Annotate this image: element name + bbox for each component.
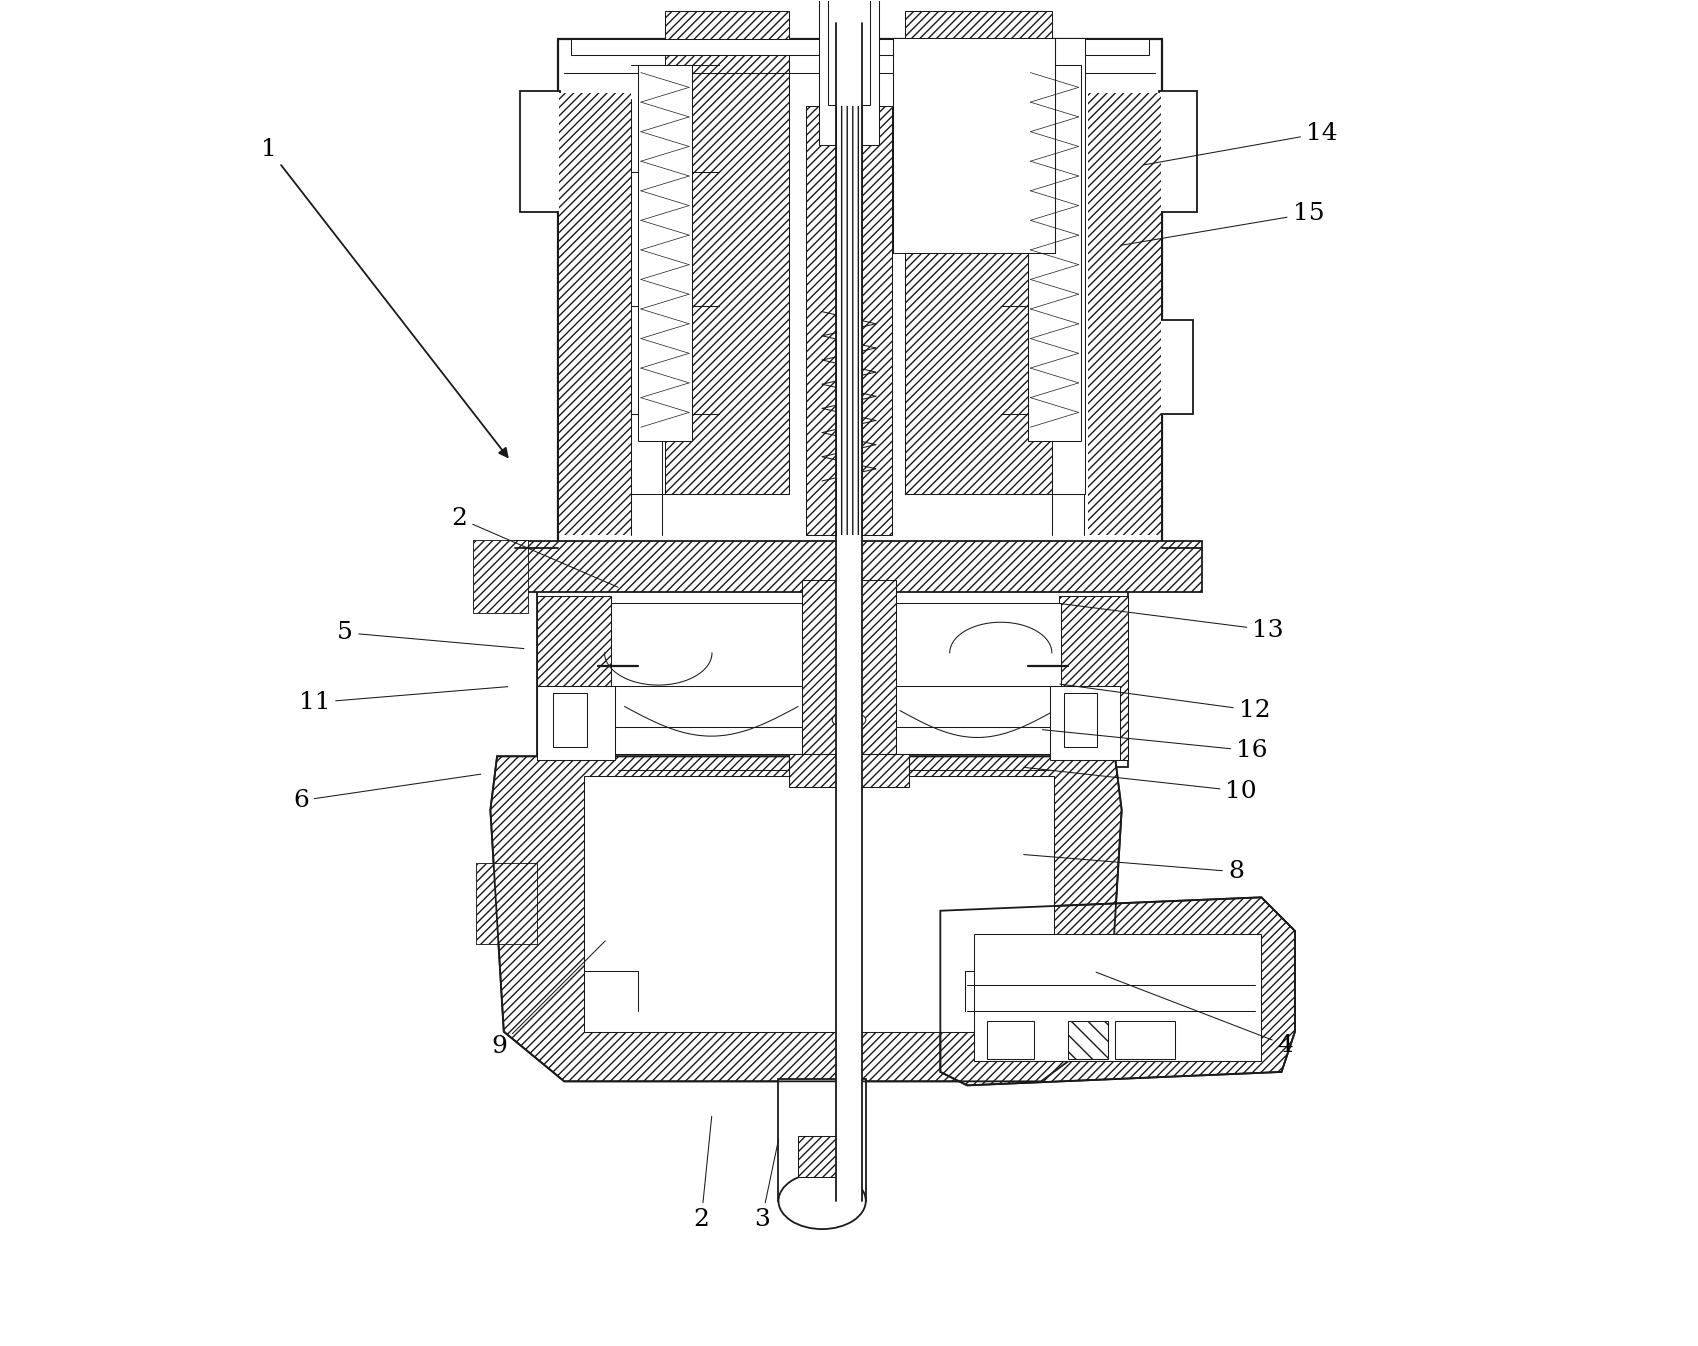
Bar: [798, 1136, 846, 1176]
Bar: [537, 590, 1129, 767]
Polygon shape: [491, 756, 1122, 1081]
Text: 11: 11: [299, 686, 508, 713]
Text: 4: 4: [1097, 972, 1294, 1057]
Bar: [537, 596, 611, 760]
Bar: [1051, 686, 1121, 760]
Polygon shape: [941, 898, 1296, 1085]
Text: 14: 14: [1144, 121, 1338, 164]
Bar: [975, 934, 1262, 1061]
Bar: [477, 864, 537, 945]
Bar: [1160, 320, 1194, 413]
Text: 10: 10: [1024, 767, 1257, 802]
Bar: [666, 11, 788, 494]
Text: 5: 5: [338, 622, 525, 649]
Bar: [571, 39, 1148, 55]
Text: 16: 16: [1043, 730, 1268, 762]
Bar: [807, 106, 891, 534]
Bar: [520, 92, 560, 213]
Bar: [893, 38, 1054, 253]
Bar: [801, 580, 897, 778]
Bar: [554, 693, 588, 747]
Ellipse shape: [832, 712, 866, 728]
Text: 6: 6: [294, 774, 481, 812]
Bar: [1027, 65, 1082, 440]
Bar: [1160, 92, 1197, 213]
Text: 8: 8: [1024, 855, 1245, 883]
Bar: [584, 777, 1054, 1031]
Text: 3: 3: [754, 1139, 779, 1232]
Bar: [987, 1020, 1034, 1058]
Text: 12: 12: [1060, 684, 1270, 721]
Bar: [537, 686, 615, 760]
Text: 2: 2: [693, 1116, 711, 1232]
Bar: [778, 1078, 866, 1201]
Text: 15: 15: [1121, 202, 1324, 245]
Bar: [638, 65, 691, 440]
Bar: [827, 0, 871, 105]
Bar: [835, 106, 863, 534]
Bar: [1058, 596, 1129, 760]
Bar: [474, 541, 528, 612]
Bar: [788, 754, 910, 787]
Text: 9: 9: [492, 941, 604, 1058]
Bar: [474, 541, 528, 612]
Bar: [820, 0, 878, 145]
Bar: [611, 603, 1061, 754]
Bar: [1068, 1020, 1109, 1058]
Bar: [835, 23, 863, 1203]
Bar: [1088, 93, 1161, 534]
Text: 2: 2: [452, 507, 618, 587]
Bar: [559, 93, 632, 534]
Bar: [477, 864, 537, 945]
Bar: [1065, 693, 1097, 747]
Bar: [905, 11, 1051, 494]
Bar: [1051, 38, 1085, 494]
Text: 1: 1: [261, 137, 508, 458]
Bar: [1116, 1020, 1175, 1058]
Bar: [514, 541, 1202, 592]
Text: 13: 13: [1060, 603, 1284, 642]
Bar: [839, 30, 859, 40]
Ellipse shape: [778, 1172, 866, 1229]
Bar: [557, 39, 1161, 548]
